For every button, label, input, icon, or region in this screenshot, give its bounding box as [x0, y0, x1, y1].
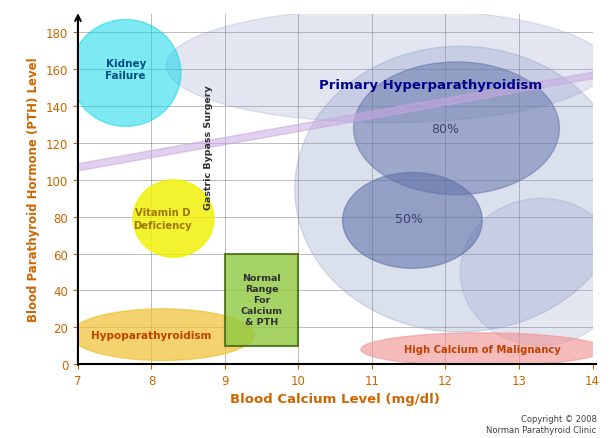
Ellipse shape	[71, 309, 255, 360]
Text: Vitamin D
Deficiency: Vitamin D Deficiency	[133, 208, 192, 230]
X-axis label: Blood Calcium Level (mg/dl): Blood Calcium Level (mg/dl)	[230, 392, 440, 406]
Text: Hypoparathyroidism: Hypoparathyroidism	[91, 330, 212, 340]
Ellipse shape	[0, 0, 615, 298]
Text: 80%: 80%	[432, 123, 459, 135]
Ellipse shape	[343, 173, 482, 269]
Text: Copyright © 2008
Norman Parathyroid Clinic: Copyright © 2008 Norman Parathyroid Clin…	[486, 414, 597, 434]
Text: 50%: 50%	[395, 212, 423, 226]
Ellipse shape	[166, 10, 607, 124]
Text: Gastric Bypass Surgery: Gastric Bypass Surgery	[204, 85, 213, 210]
Ellipse shape	[460, 199, 615, 346]
Ellipse shape	[361, 333, 603, 366]
Text: Kidney
Failure: Kidney Failure	[106, 59, 146, 81]
Text: Normal
Range
For
Calcium
& PTH: Normal Range For Calcium & PTH	[240, 273, 283, 327]
Ellipse shape	[133, 180, 214, 258]
Text: Primary Hyperparathyroidism: Primary Hyperparathyroidism	[319, 78, 542, 92]
Ellipse shape	[354, 63, 560, 195]
Y-axis label: Blood Parathyroid Hormone (PTH) Level: Blood Parathyroid Hormone (PTH) Level	[27, 58, 41, 321]
Text: High Calcium of Malignancy: High Calcium of Malignancy	[404, 345, 561, 355]
Bar	[225, 254, 298, 346]
Ellipse shape	[295, 47, 615, 332]
Ellipse shape	[71, 21, 181, 127]
